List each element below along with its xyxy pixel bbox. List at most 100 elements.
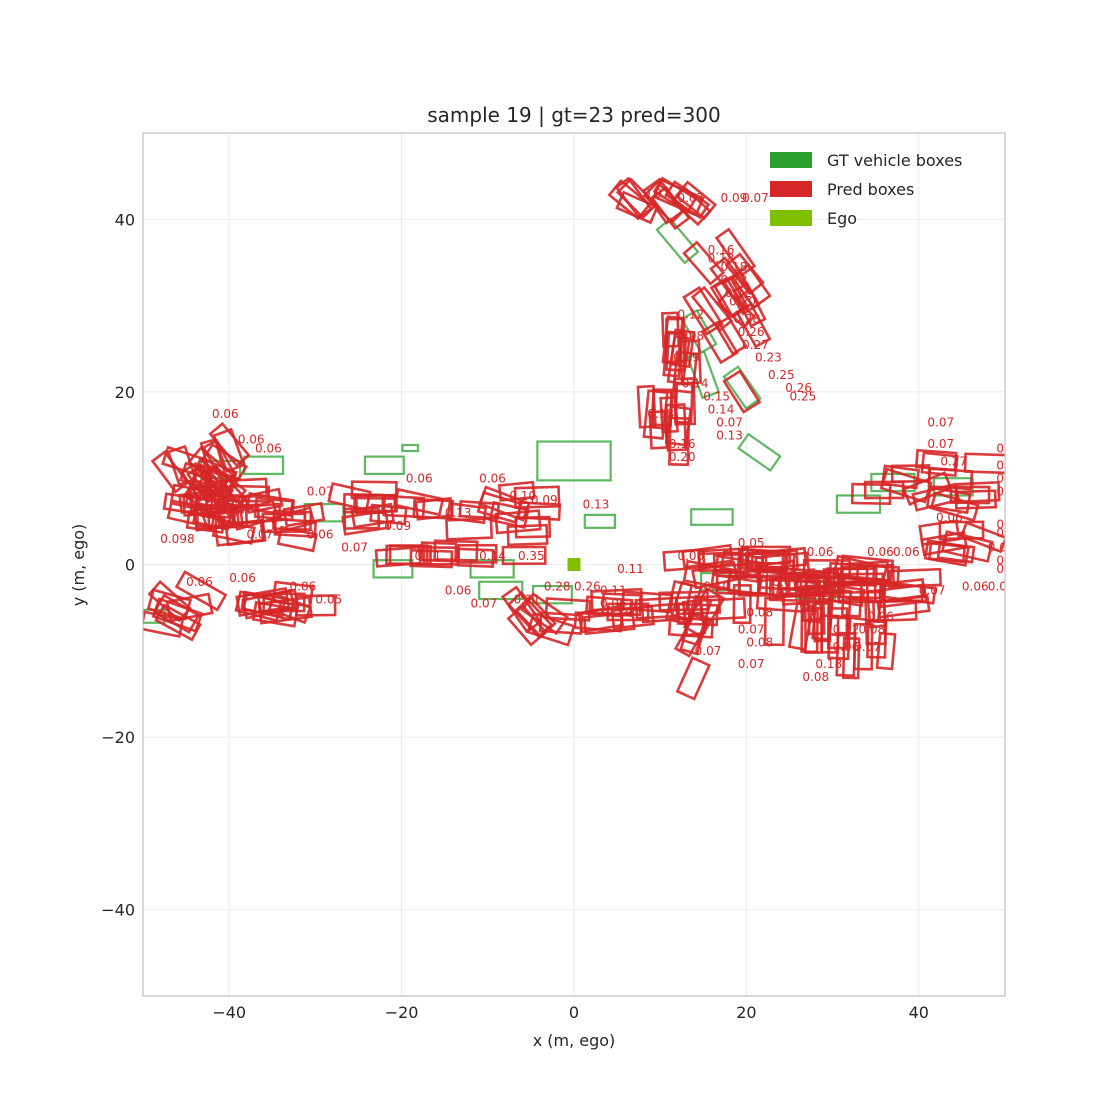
score-label: 0.13 [445, 506, 472, 520]
score-label: 0.05 [315, 592, 342, 606]
pred-box [875, 631, 897, 671]
pred-box [800, 609, 819, 654]
pred-box [615, 190, 659, 225]
score-label: 0.07 [996, 484, 1023, 498]
score-label: 0.08 [677, 329, 704, 343]
pred-box [827, 594, 882, 623]
pred-box [713, 275, 750, 319]
score-label: 0.06 [833, 640, 860, 654]
score-label: 0.07 [716, 415, 743, 429]
score-label: 0.07 [617, 601, 644, 615]
score-label: 0.23 [755, 351, 782, 365]
legend-swatch-pred [770, 181, 812, 197]
score-label: 0.06 [962, 579, 989, 593]
score-label: 0.06 [600, 597, 627, 611]
pred-box [920, 530, 968, 557]
pred-box [393, 487, 445, 517]
score-label: 0.06 [936, 510, 963, 524]
pred-box [664, 404, 693, 447]
pred-box [478, 485, 531, 522]
legend-swatch-ego [770, 210, 812, 226]
score-label: 0.20 [669, 450, 696, 464]
pred-box [732, 583, 752, 625]
pred-box [513, 485, 561, 509]
score-label: 0.11 [600, 584, 627, 598]
x-tick-label: −20 [385, 1003, 419, 1022]
pred-box [954, 480, 1001, 504]
ego-layer [567, 558, 581, 571]
pred-box [607, 179, 652, 221]
score-label: 0.07 [643, 187, 670, 201]
pred-box [714, 315, 748, 356]
score-label: 0.06 [988, 579, 1015, 593]
score-label: 0.07 [742, 191, 769, 205]
score-label: 0.06 [238, 433, 265, 447]
score-label: 0.25 [790, 390, 817, 404]
pred-box [343, 507, 381, 530]
score-label: 0.06 [867, 545, 894, 559]
score-label: 0.08 [802, 670, 829, 684]
pred-box [642, 180, 687, 225]
pred-box [681, 543, 734, 569]
score-label: 0.14 [708, 402, 735, 416]
score-label: 0.07 [996, 562, 1023, 576]
pred-box [963, 452, 1005, 475]
score-label: 0.06 [186, 575, 213, 589]
y-tick-label: 40 [115, 210, 135, 229]
score-label: 0.27 [742, 338, 769, 352]
pred-box [270, 506, 316, 535]
pred-box [662, 548, 706, 572]
gt-box [690, 508, 734, 526]
pred-box [606, 602, 650, 622]
pred-box [166, 444, 198, 487]
score-label: 0.11 [996, 459, 1023, 473]
score-label: 0.16 [708, 243, 735, 257]
pred-box [850, 482, 892, 505]
score-label: 0.07 [927, 437, 954, 451]
score-label: 0.09 [996, 472, 1023, 486]
gt-box [680, 308, 718, 355]
score-label: 0.09 [384, 519, 411, 533]
pred-box [927, 467, 974, 491]
legend: GT vehicle boxes Pred boxes Ego [770, 151, 962, 228]
y-tick-label: 20 [115, 383, 135, 402]
score-label: 0.06 [479, 472, 506, 486]
score-label: 0.12 [725, 286, 752, 300]
score-label: 0.06 [229, 571, 256, 585]
score-label: 0.18 [647, 407, 674, 421]
score-label: 0.28 [544, 579, 571, 593]
score-label: 0.07 [471, 597, 498, 611]
y-tick-label: 0 [125, 556, 135, 575]
pred-box [243, 487, 284, 515]
score-label: 0.18 [708, 251, 735, 265]
score-label: 0.07 [738, 657, 765, 671]
pred-box [208, 421, 251, 468]
x-axis-label: x (m, ego) [533, 1031, 616, 1050]
score-label: 0.06 [807, 545, 834, 559]
pred-box [741, 545, 792, 565]
score-label: 0.18 [815, 657, 842, 671]
pred-box [584, 595, 634, 617]
pred-box [262, 592, 306, 613]
pred-box [700, 320, 739, 365]
pred-box [169, 483, 222, 511]
pred-box [166, 501, 217, 530]
pred-box [230, 499, 280, 532]
pred-box [446, 501, 488, 525]
score-label: 0.06 [988, 541, 1015, 555]
score-label: 0.14 [479, 549, 506, 563]
score-label: 0.05 [738, 536, 765, 550]
score-label: 0.15 [703, 390, 730, 404]
score-label: 0.07 [246, 528, 273, 542]
pred-box [682, 285, 724, 336]
pred-box [152, 593, 201, 634]
score-label: 0.098 [160, 532, 194, 546]
pred-box [433, 539, 479, 562]
score-label: 0.08 [858, 623, 885, 637]
score-label: 0.08 [746, 635, 773, 649]
pred-box [668, 416, 691, 467]
score-label: 0.07 [919, 584, 946, 598]
score-label: 0.09 [721, 191, 748, 205]
pred-box [514, 515, 552, 539]
